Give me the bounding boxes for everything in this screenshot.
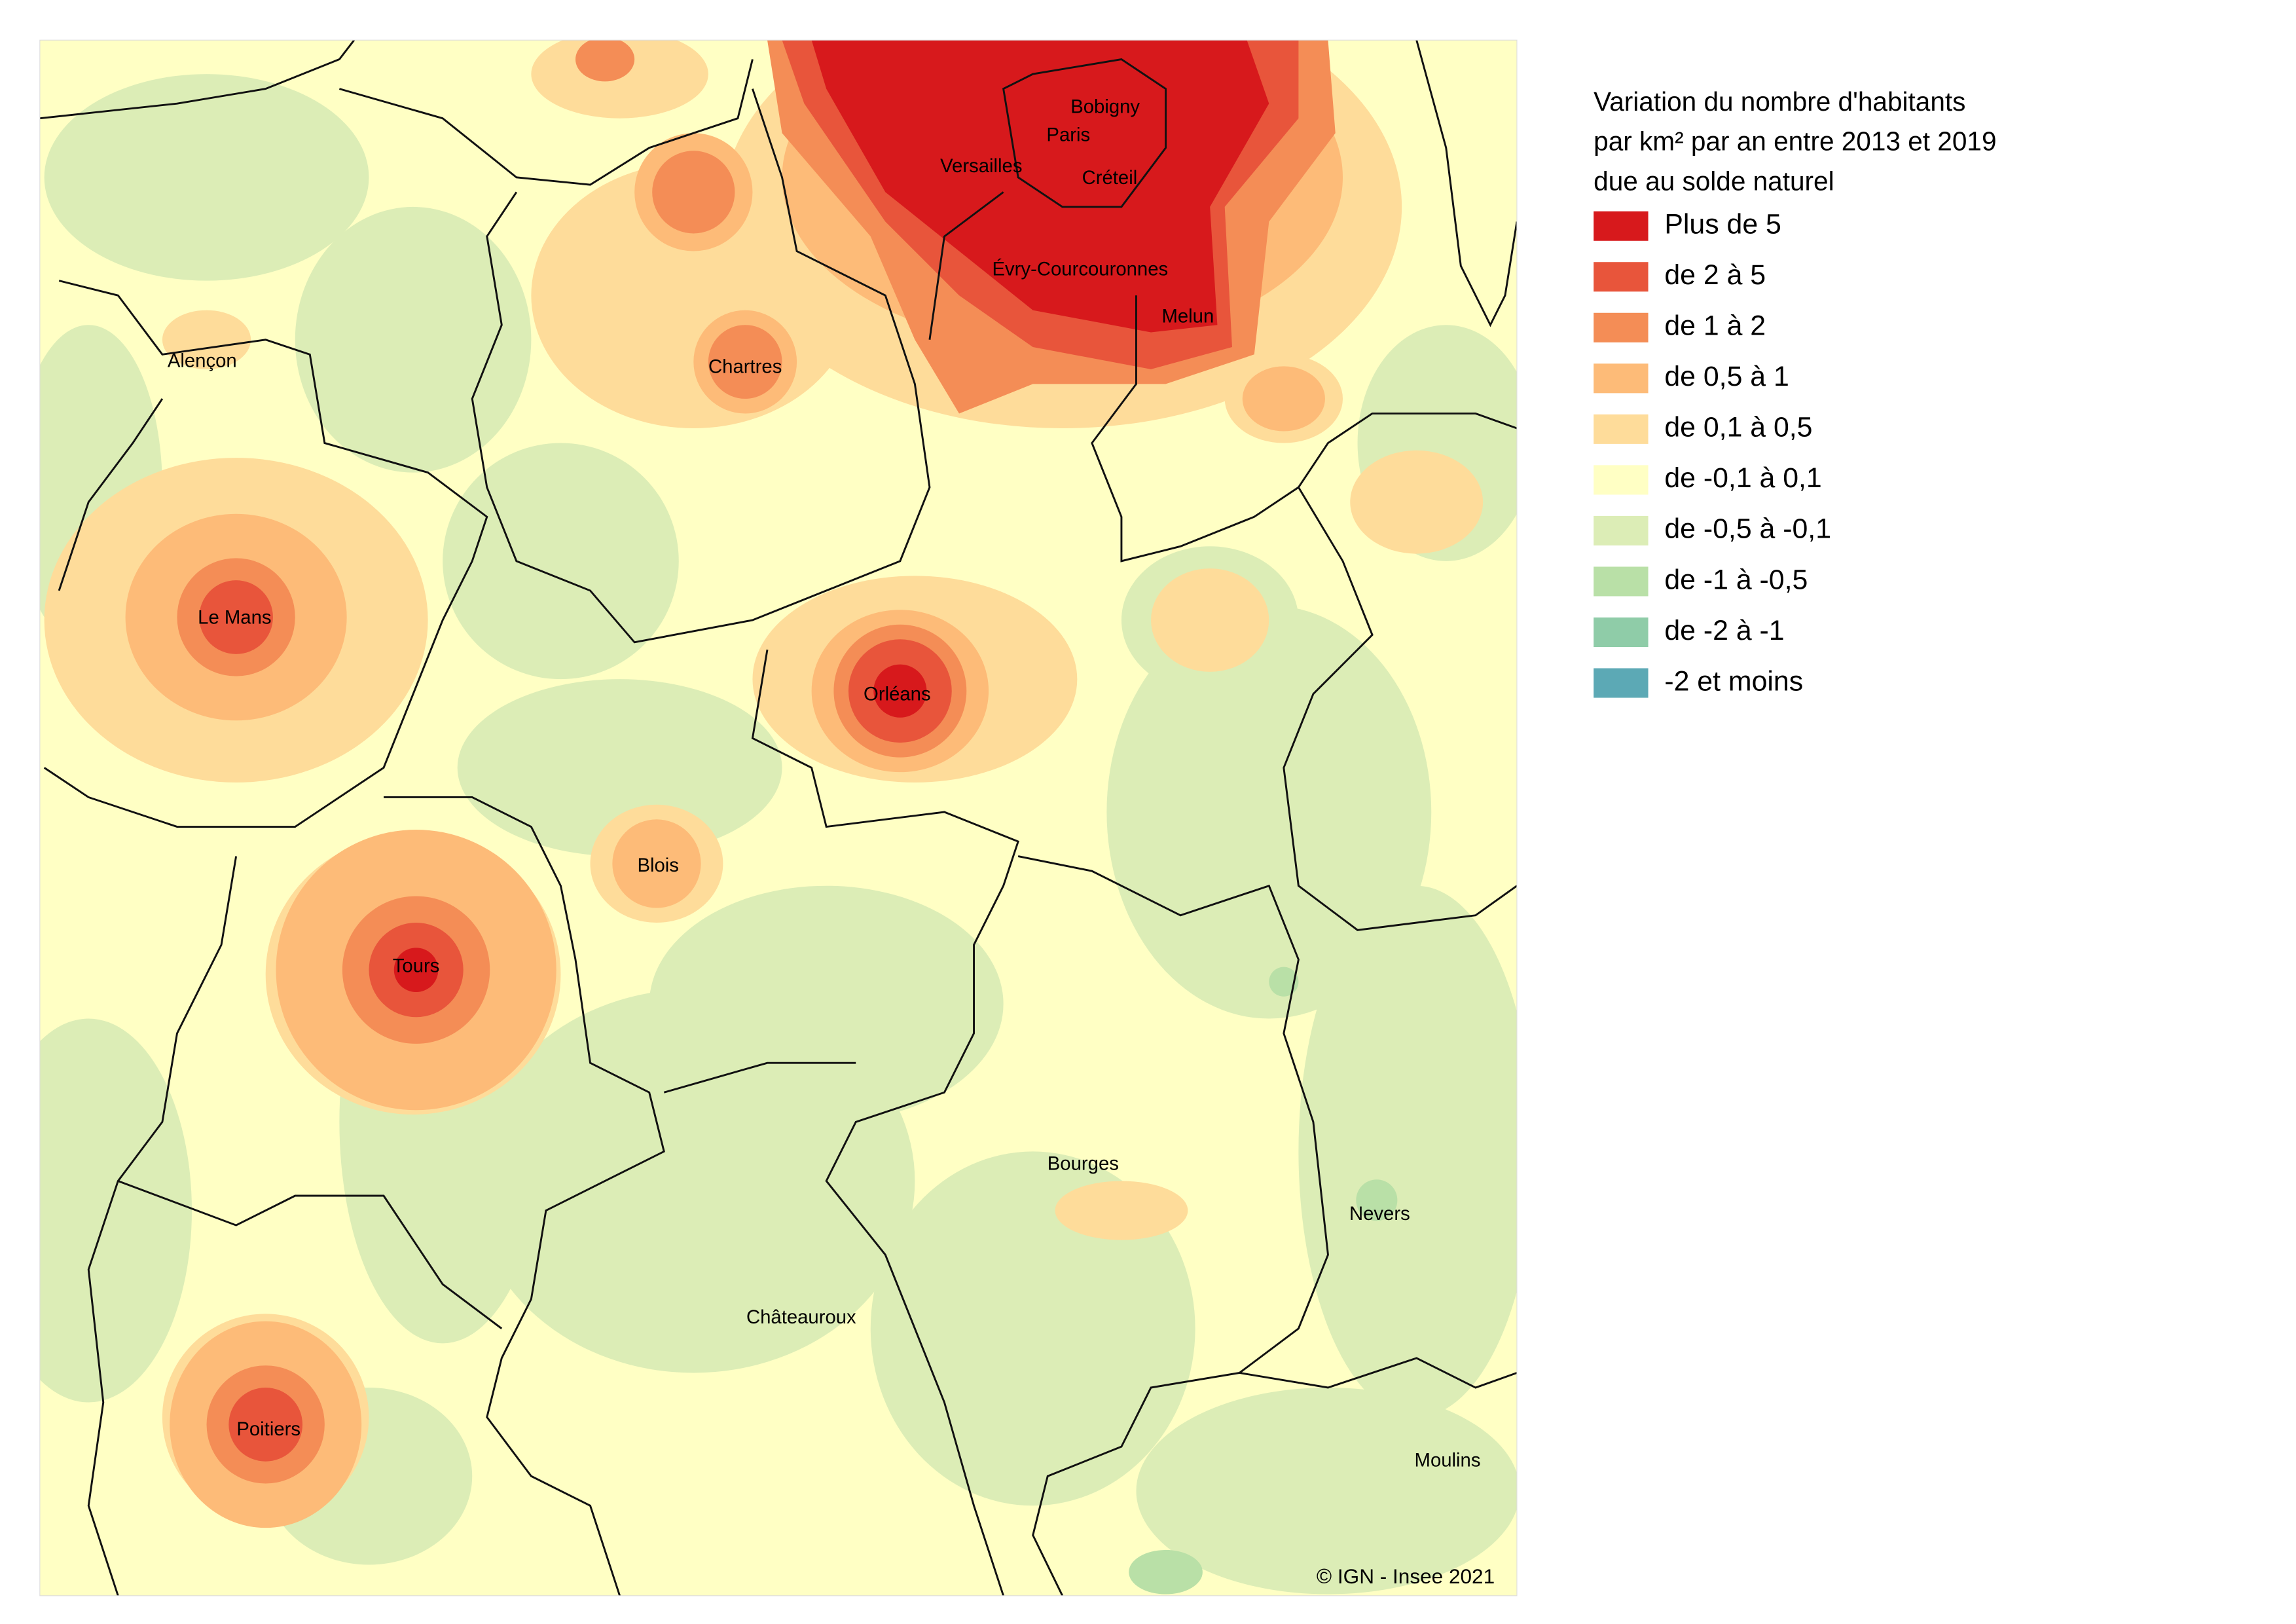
city-label: Créteil [1082, 167, 1138, 189]
city-label: Tours [393, 955, 440, 976]
legend-label: de 0,5 à 1 [1664, 361, 1789, 392]
boundary [1002, 58, 1167, 208]
city-blob [575, 40, 635, 82]
city-label: Melun [1161, 306, 1214, 327]
legend-swatch [1594, 515, 1649, 545]
legend-swatch [1594, 211, 1649, 241]
legend-label: de 2 à 5 [1664, 259, 1766, 291]
city-blob [652, 151, 735, 234]
map-area [39, 40, 1517, 1596]
city-blob [228, 1388, 303, 1462]
map-frame [39, 39, 1518, 1596]
legend-swatch [1594, 414, 1649, 444]
light-zone [1350, 450, 1484, 554]
boundary [751, 649, 1019, 1596]
city-blob [873, 664, 927, 718]
city-labels: Bobigny Paris Versailles Créteil Évry-Courco… [168, 96, 1481, 1471]
legend-label: de -0,1 à 0,1 [1664, 462, 1821, 494]
light-zone [162, 310, 251, 369]
legend-label: de -0,5 à -0,1 [1664, 513, 1831, 545]
green-area [870, 1151, 1195, 1506]
boundary [928, 191, 1004, 340]
city-label: Bourges [1048, 1153, 1119, 1174]
green-area [44, 74, 369, 281]
boundary [663, 1061, 856, 1094]
legend-label: -2 et moins [1664, 665, 1803, 697]
light-zone [1055, 1181, 1188, 1240]
city-blob [1242, 366, 1325, 432]
legend: Variation du nombre d'habitants par km² p… [1594, 86, 1997, 698]
boundary [471, 88, 931, 644]
city-label: Bobigny [1070, 96, 1140, 118]
city-label: Chartres [708, 356, 782, 377]
paris-zone [811, 40, 1269, 333]
boundary [1017, 855, 1329, 1596]
legend-label: de 1 à 2 [1664, 310, 1766, 342]
legend-swatch [1594, 312, 1649, 342]
green-area [1136, 1388, 1517, 1595]
city-label: Châteauroux [746, 1306, 856, 1328]
light-zone [1151, 568, 1269, 672]
legend-title: due au solde naturel [1594, 166, 1834, 196]
green-area [457, 679, 782, 857]
city-label: Orléans [864, 684, 931, 705]
legend-swatch [1594, 465, 1649, 495]
city-label: Alençon [168, 350, 237, 371]
boundary [39, 40, 355, 120]
green-area [1298, 885, 1517, 1417]
legend-label: de -1 à -0,5 [1664, 564, 1808, 595]
legend-swatch [1594, 262, 1649, 292]
city-label: Poitiers [236, 1418, 301, 1440]
city-label: Versailles [940, 155, 1022, 177]
legend-swatch [1594, 566, 1649, 597]
legend-title: par km² par an entre 2013 et 2019 [1594, 126, 1996, 157]
boundary [384, 796, 665, 1596]
city-label: Évry-Courcouronnes [992, 259, 1168, 280]
city-blob [199, 580, 273, 654]
legend-swatch [1594, 668, 1649, 698]
legend-label: de -2 à -1 [1664, 615, 1784, 646]
legend-swatch [1594, 363, 1649, 394]
green-area [443, 443, 679, 680]
city-label: Blois [637, 855, 679, 876]
boundary [43, 280, 488, 828]
green-area [1269, 967, 1299, 997]
city-label: Nevers [1349, 1203, 1410, 1225]
green-area [1106, 605, 1432, 1019]
boundary [58, 398, 164, 591]
boundary [338, 59, 754, 186]
credit: © IGN - Insee 2021 [1317, 1564, 1495, 1588]
boundary [1283, 487, 1517, 931]
green-area [295, 206, 532, 473]
city-blob [393, 948, 439, 992]
city-label: Paris [1046, 124, 1090, 145]
boundary [1091, 295, 1517, 563]
city-blob [708, 325, 782, 399]
boundary [1415, 40, 1517, 327]
city-label: Moulins [1415, 1449, 1481, 1471]
boundary [117, 1180, 503, 1330]
legend-title: Variation du nombre d'habitants [1594, 86, 1965, 117]
legend-label: Plus de 5 [1664, 209, 1781, 240]
green-area [1356, 1179, 1398, 1221]
legend-swatch [1594, 617, 1649, 648]
green-area [39, 1018, 192, 1403]
boundary [1239, 1357, 1517, 1389]
green-area [1129, 1549, 1203, 1595]
green-area [472, 989, 915, 1373]
city-blob [612, 819, 701, 908]
city-label: Le Mans [198, 606, 271, 628]
legend-label: de 0,1 à 0,5 [1664, 412, 1812, 443]
